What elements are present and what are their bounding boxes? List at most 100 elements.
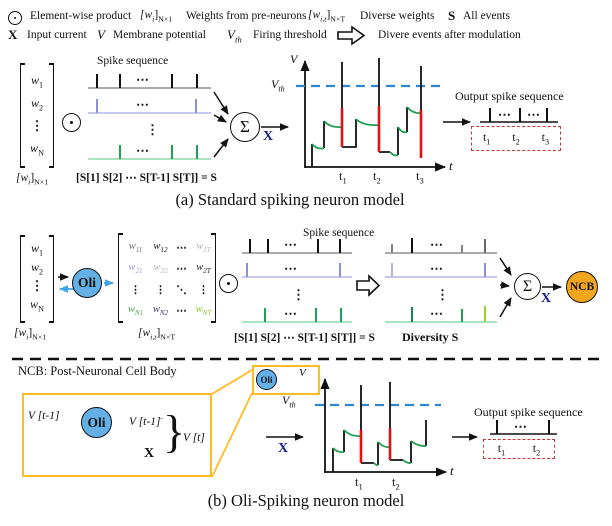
- vector-entry: w1: [30, 241, 44, 258]
- membrane-trace-a: [311, 58, 422, 167]
- input-current-label-box: X: [144, 446, 155, 461]
- matrix-cell: w22: [153, 261, 168, 276]
- cdots: ⋯: [527, 107, 541, 122]
- vdots: ⋮: [292, 287, 305, 302]
- matrix-cdots: ⋯: [176, 263, 187, 275]
- matrix-vdots: ⋮: [130, 284, 141, 296]
- vector-entry: wN: [30, 140, 44, 157]
- decay-curves-b: [332, 429, 427, 466]
- matrix-cell: w1T: [196, 240, 211, 255]
- spike-rows-a: [88, 74, 211, 160]
- legend-diverse-events-label: Divere events after modulation: [378, 29, 521, 41]
- cdots: ⋯: [430, 261, 444, 276]
- decay-curves-a: [311, 106, 422, 157]
- output-times-box-a: t1 t2 t3: [471, 126, 561, 151]
- t2-label-a: t2: [373, 169, 381, 186]
- vector-b-left-bracket: [20, 235, 25, 323]
- legend-firing-threshold-label: Firing threshold: [253, 29, 327, 41]
- sum-input-arrows-b: [499, 257, 562, 318]
- w-vector-symbol: [wi]N×1: [140, 9, 173, 24]
- vth-label-a: Vth: [271, 77, 285, 94]
- matrix-vdots: ⋮: [155, 284, 166, 296]
- vth-label-b: Vth: [282, 393, 296, 410]
- t2-out-b: t2: [532, 440, 541, 458]
- matrix-ddots: ⋱: [176, 284, 187, 296]
- input-current-label-b2: X: [278, 441, 289, 456]
- v-label-small: V: [299, 367, 306, 379]
- diversity-spike-rows-b: [385, 238, 497, 323]
- vdots: ⋮: [436, 287, 449, 302]
- ncb-note: NCB: Post-Neuronal Cell Body: [18, 364, 177, 378]
- vector-a-left-bracket: [20, 63, 25, 168]
- brace: }: [163, 406, 186, 457]
- t-axis-label-b: t: [450, 463, 454, 478]
- legend-diverse-arrow-icon: [337, 25, 366, 46]
- s-vector-label-b: [S[1] S[2] ⋯ S[T-1] S[T]] = S: [234, 332, 375, 344]
- output-spikes-b: [452, 420, 557, 441]
- caption-a: (a) Standard spiking neuron model: [175, 190, 405, 209]
- legend-all-events-label: All events: [463, 10, 510, 22]
- s-vector-label-a: [S[1] S[2] ⋯ S[T-1] S[T]] = S: [76, 172, 217, 184]
- reset-lines-a: [340, 106, 423, 158]
- t1-label-a: t1: [339, 169, 347, 186]
- t-axis-label-a: t: [449, 158, 453, 173]
- elementwise-product-icon: [219, 274, 238, 293]
- cdots: ⋯: [430, 306, 444, 321]
- t1-out-a: t1: [482, 130, 491, 147]
- vector-entry: w2: [30, 95, 44, 113]
- ncb-node: NCB: [566, 271, 598, 303]
- diverse-weight-matrix: w11 w12 ⋯ w1T w21 w22 ⋯ w2T ⋮ ⋮ ⋱ ⋮ wN1 …: [123, 237, 217, 321]
- s-symbol: S: [448, 8, 456, 23]
- ncb-detail-box: [22, 393, 212, 477]
- weight-vector-a: w1 w2 ⋮ wN: [25, 73, 49, 157]
- w-vector-label-b: [wi]N×1: [14, 327, 47, 342]
- vth-symbol: Vth: [227, 27, 242, 45]
- t2-label-b: t2: [392, 475, 400, 492]
- t3-label-a: t3: [416, 169, 424, 186]
- sum-node-b: Σ: [514, 273, 541, 300]
- legend-membrane-potential-label: Membrane potential: [113, 29, 206, 41]
- cdots: ⋯: [498, 107, 512, 122]
- callout-lines: [211, 369, 253, 478]
- weight-vector-b: w1 w2 ⋮ wN: [25, 241, 49, 313]
- matrix-cell: w11: [128, 240, 143, 255]
- matrix-cell: w12: [153, 240, 168, 255]
- vector-vdots: ⋮: [30, 118, 44, 134]
- vector-entry: w2: [30, 259, 44, 277]
- cdots: ⋯: [136, 143, 150, 158]
- legend-input-current-label: Input current: [27, 29, 87, 41]
- spike-sequence-title-a: Spike sequence: [97, 55, 169, 67]
- vector-entry: wN: [30, 296, 44, 313]
- membrane-plot-a: [296, 58, 446, 172]
- oli-node-b: Oli: [72, 268, 102, 298]
- matrix-vdots: ⋮: [198, 284, 209, 296]
- vdots: ⋮: [146, 122, 159, 137]
- matrix-left-bracket: [118, 233, 123, 323]
- t1-out-b: t1: [497, 440, 506, 458]
- legend-weights-pre-label: Weights from pre-neurons: [186, 10, 307, 22]
- cdots: ⋯: [284, 306, 298, 321]
- cdots: ⋯: [514, 419, 528, 434]
- elementwise-product-icon: [62, 113, 81, 132]
- oli-node-small: Oli: [256, 369, 277, 390]
- vector-a-right-bracket: [49, 63, 54, 168]
- cdots: ⋯: [284, 261, 298, 276]
- spike-rows-b: [242, 239, 352, 323]
- sum-input-arrows-a: [213, 91, 289, 158]
- matrix-cell: w21: [128, 261, 143, 276]
- matrix-cdots: ⋯: [176, 242, 187, 254]
- t3-out-a: t3: [541, 130, 550, 147]
- cdots: ⋯: [284, 237, 298, 252]
- output-spikes-a: [443, 108, 558, 126]
- matrix-cell: wNT: [195, 303, 212, 318]
- w-matrix-label-b: [wi,t]N×T: [138, 327, 176, 342]
- sum-node-a: Σ: [230, 112, 260, 142]
- x-symbol: X: [8, 27, 18, 42]
- v-prev-label: V [t-1]: [28, 410, 60, 422]
- diversity-label-b: Diversity S: [402, 330, 459, 344]
- membrane-trace-b: [332, 382, 427, 472]
- v-prev-mod-label: V [t-1]-: [129, 414, 163, 428]
- v-symbol: V: [97, 27, 105, 42]
- matrix-cell: wN2: [152, 303, 169, 318]
